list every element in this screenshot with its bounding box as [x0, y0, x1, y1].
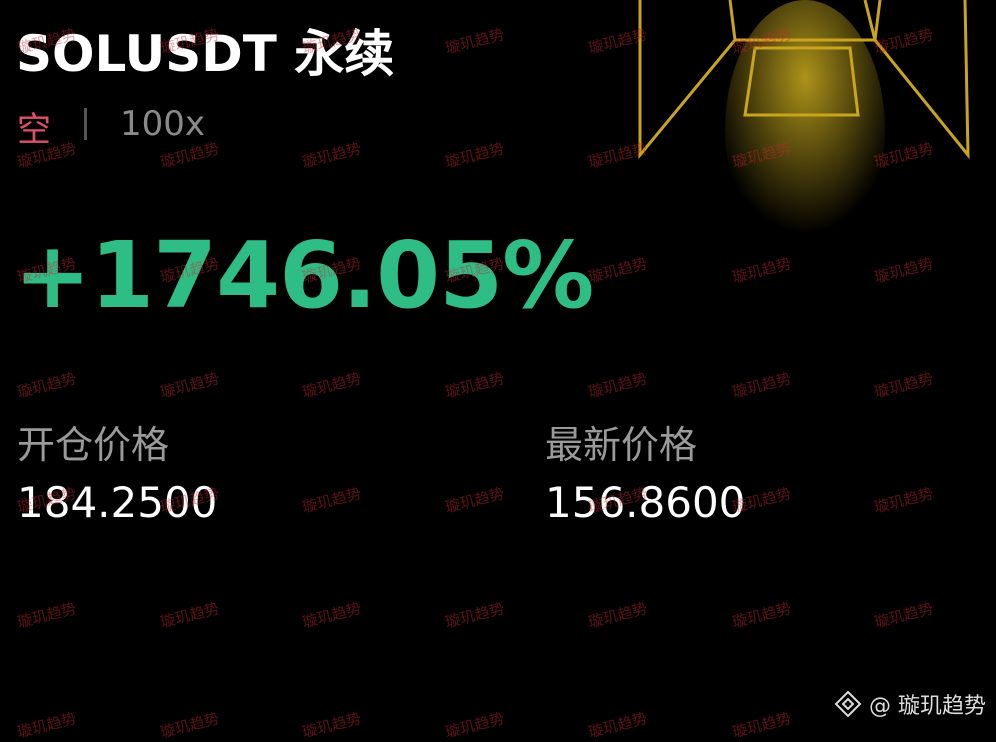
price-value: 184.2500: [17, 478, 218, 527]
leverage: 100x: [120, 104, 206, 144]
side: 空: [17, 110, 51, 150]
divider: [84, 108, 87, 140]
price-label: 开仓价格: [17, 423, 170, 467]
rocket-outline: [638, 0, 970, 160]
title: SOLUSDT 永续: [16, 25, 395, 83]
price-value: 156.8600: [545, 478, 746, 527]
footer: @ 璇玑趋势: [869, 694, 986, 719]
price-label: 最新价格: [545, 423, 698, 467]
pnl: +1746.05%: [14, 222, 594, 329]
glow: [725, 0, 885, 260]
